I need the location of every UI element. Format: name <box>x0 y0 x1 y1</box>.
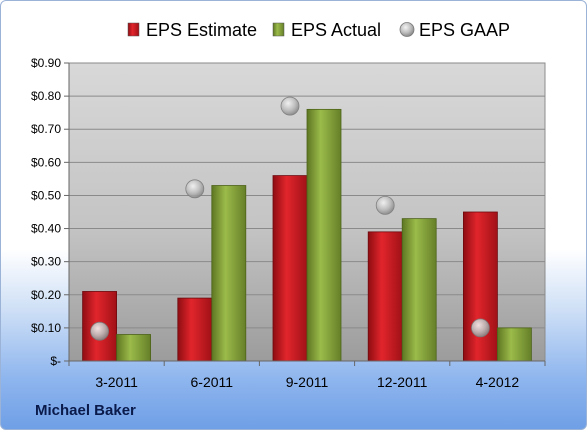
x-tick-label: 6-2011 <box>191 374 234 390</box>
marker-eps-gaap <box>90 321 109 341</box>
x-tick-label: 9-2011 <box>286 374 329 390</box>
legend-eps-actual-label: EPS Actual <box>291 20 381 40</box>
x-tick-label: 12-2011 <box>377 374 428 390</box>
legend-eps-actual-swatch <box>272 22 285 37</box>
bar-eps-actual <box>401 218 437 362</box>
y-tick-label: $0.80 <box>31 89 61 103</box>
bar-eps-estimate <box>272 175 308 362</box>
y-tick-label: $0.60 <box>31 155 61 169</box>
marker-eps-gaap <box>375 195 395 215</box>
y-tick-label: $0.70 <box>31 122 61 136</box>
bar-eps-actual <box>211 185 247 362</box>
bar-eps-estimate <box>177 297 213 362</box>
bar-eps-actual <box>496 327 532 362</box>
y-tick-label: $0.30 <box>31 255 61 269</box>
y-tick-label: $0.50 <box>31 188 61 202</box>
bar-eps-estimate <box>462 211 498 362</box>
bar-eps-estimate <box>367 231 403 362</box>
company-watermark: Michael Baker <box>35 402 136 419</box>
bar-eps-actual <box>306 108 342 362</box>
marker-eps-gaap <box>280 96 300 116</box>
legend-eps-estimate-swatch <box>127 22 140 37</box>
marker-eps-gaap <box>470 318 490 338</box>
legend-eps-estimate-label: EPS Estimate <box>146 20 257 40</box>
legend-eps-gaap-label: EPS GAAP <box>419 20 510 40</box>
y-tick-label: $0.40 <box>31 222 61 236</box>
y-tick-label: $0.20 <box>31 288 61 302</box>
x-tick-label: 3-2011 <box>95 374 138 390</box>
marker-eps-gaap <box>185 179 205 199</box>
legend-eps-gaap-swatch <box>399 22 415 37</box>
y-tick-label: $0.10 <box>31 321 61 335</box>
x-tick-label: 4-2012 <box>476 374 520 390</box>
bar-eps-actual <box>116 334 151 362</box>
y-tick-label: $0.90 <box>31 56 61 70</box>
y-tick-label: $- <box>50 354 61 368</box>
